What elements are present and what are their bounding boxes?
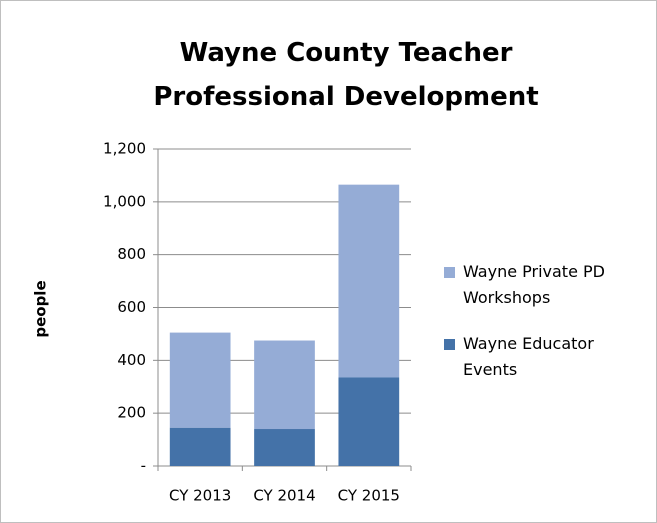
legend-label: Wayne Educator Events [463,334,594,379]
bar-segment [254,429,315,466]
y-tick-label: 1,000 [103,192,146,210]
bar-segment [338,377,400,466]
bar-segment [169,427,231,466]
y-tick-label: 400 [117,351,146,369]
legend-swatch [444,339,455,350]
legend-label: Wayne Private PD Workshops [463,262,605,307]
chart-title: Wayne County Teacher Professional Develo… [153,38,539,112]
bar-segment [338,184,400,378]
legend-swatch [444,267,455,278]
bar-segment [254,340,315,430]
y-tick-label: 800 [117,245,146,263]
bar-segment [169,332,231,428]
x-tick-label: CY 2014 [253,487,315,505]
y-axis-label: people [32,280,50,337]
x-tick-label: CY 2015 [338,487,400,505]
y-tick-label: - [141,457,146,475]
x-tick-label: CY 2013 [169,487,231,505]
y-tick-label: 600 [117,298,146,316]
y-tick-label: 1,200 [103,140,146,158]
y-tick-label: 200 [117,404,146,422]
